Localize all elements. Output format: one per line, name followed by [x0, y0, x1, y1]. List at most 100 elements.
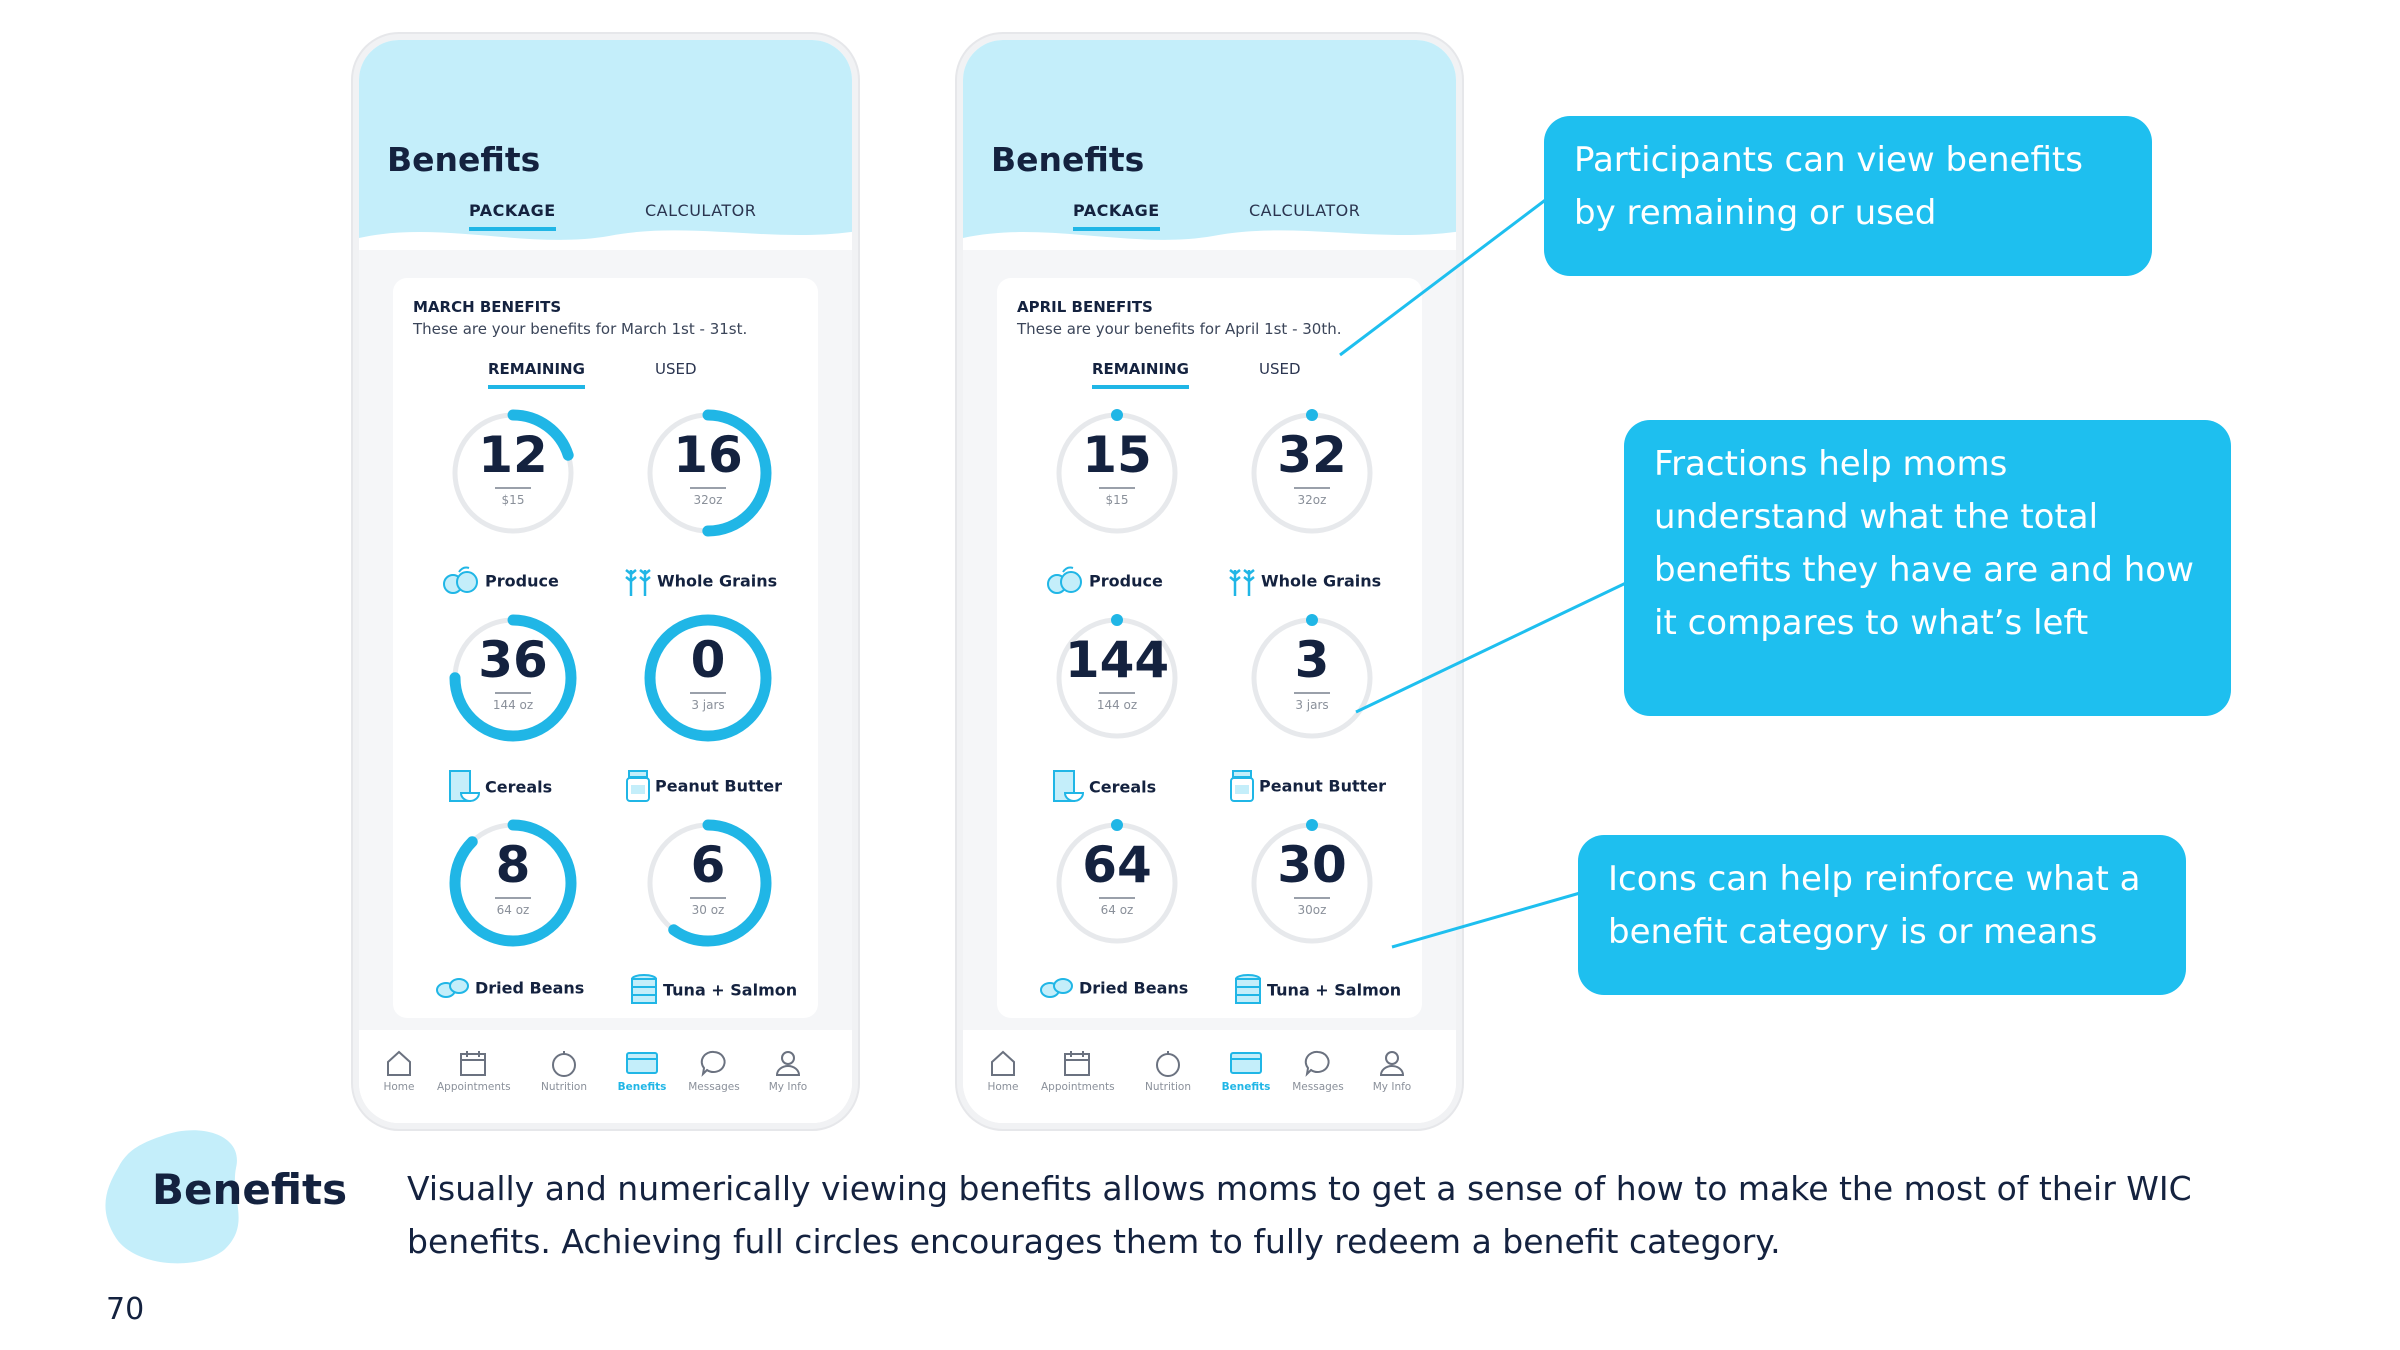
- benefit-category: Whole Grains: [623, 564, 777, 596]
- nav-appointments[interactable]: Appointments: [437, 1048, 511, 1093]
- nav-my-info[interactable]: My Info: [752, 1048, 824, 1093]
- benefit-total-value: $15: [501, 493, 525, 507]
- benefit-ring[interactable]: 15 $15: [1047, 403, 1187, 553]
- nav-label: Home: [987, 1081, 1019, 1093]
- ring-progress: [644, 819, 772, 947]
- tab-used[interactable]: USED: [655, 360, 697, 378]
- tab-package[interactable]: PACKAGE: [1073, 201, 1160, 231]
- benefit-category: Cereals: [1051, 769, 1156, 802]
- ring-progress-dot: [1306, 819, 1318, 831]
- benefit-ring[interactable]: 6 30 oz: [638, 813, 778, 963]
- benefit-remaining-value: 16: [673, 426, 743, 484]
- nav-nutrition[interactable]: Nutrition: [528, 1048, 600, 1093]
- nav-label: Messages: [1292, 1081, 1344, 1093]
- nav-label: Nutrition: [1145, 1081, 1191, 1093]
- benefit-category: Dried Beans: [1039, 973, 1188, 1003]
- benefit-total-value: 32oz: [1297, 493, 1327, 507]
- nav-benefits[interactable]: Benefits: [1210, 1048, 1282, 1093]
- tab-calculator[interactable]: CALCULATOR: [645, 201, 757, 220]
- ring-progress: [644, 614, 772, 742]
- benefit-total-value: 30oz: [1297, 903, 1327, 917]
- callout-icons: Icons can help reinforce what a benefit …: [1578, 835, 2186, 995]
- callout-remaining-used: Participants can view benefits by remain…: [1544, 116, 2152, 276]
- chat-icon: [678, 1048, 750, 1078]
- tab-calculator[interactable]: CALCULATOR: [1249, 201, 1361, 220]
- benefit-ring[interactable]: 16 32oz: [638, 403, 778, 553]
- tuna-salmon-icon: [1233, 974, 1267, 1004]
- tab-used[interactable]: USED: [1259, 360, 1301, 378]
- fraction-line: [1099, 692, 1135, 694]
- benefit-total-value: 32oz: [693, 493, 723, 507]
- benefit-ring[interactable]: 36 144 oz: [443, 608, 583, 758]
- nav-home[interactable]: Home: [967, 1048, 1039, 1093]
- connector-line-2: [1355, 580, 1629, 714]
- benefit-remaining-value: 8: [495, 836, 531, 894]
- benefit-ring[interactable]: 64 64 oz: [1047, 813, 1187, 963]
- calendar-icon: [437, 1048, 509, 1078]
- nav-messages[interactable]: Messages: [1282, 1048, 1354, 1093]
- fraction-line: [495, 487, 531, 489]
- benefit-category-label: Whole Grains: [1261, 571, 1382, 591]
- nutrition-icon: [1132, 1048, 1204, 1078]
- benefit-category-label: Produce: [485, 571, 559, 591]
- nav-label: Benefits: [1221, 1081, 1271, 1093]
- nav-nutrition[interactable]: Nutrition: [1132, 1048, 1204, 1093]
- benefit-ring[interactable]: 0 3 jars: [638, 608, 778, 758]
- tuna-salmon-icon: [629, 974, 663, 1004]
- benefit-ring[interactable]: 32 32oz: [1242, 403, 1382, 553]
- benefit-category: Whole Grains: [1227, 564, 1382, 596]
- user-icon: [1356, 1048, 1428, 1078]
- ring-progress: [449, 614, 577, 742]
- phone-header: Benefits PACKAGE CALCULATOR: [963, 40, 1456, 250]
- benefit-remaining-value: 3: [1294, 631, 1330, 689]
- benefit-category-label: Tuna + Salmon: [663, 980, 798, 1000]
- calendar-icon: [1041, 1048, 1113, 1078]
- nav-appointments[interactable]: Appointments: [1041, 1048, 1115, 1093]
- benefit-category-label: Produce: [1089, 571, 1163, 591]
- fraction-line: [495, 897, 531, 899]
- benefit-ring[interactable]: 12 $15: [443, 403, 583, 553]
- tab-remaining[interactable]: REMAINING: [1092, 360, 1189, 389]
- nav-label: Appointments: [437, 1081, 511, 1093]
- card-icon: [1210, 1048, 1282, 1078]
- nav-benefits[interactable]: Benefits: [606, 1048, 678, 1093]
- benefit-total-value: 3 jars: [691, 698, 725, 712]
- page-number: 70: [106, 1292, 145, 1327]
- tab-remaining[interactable]: REMAINING: [488, 360, 585, 389]
- benefit-remaining-value: 36: [478, 631, 548, 689]
- page-title: Benefits: [387, 140, 541, 179]
- nav-home[interactable]: Home: [363, 1048, 435, 1093]
- card-title: MARCH BENEFITS: [413, 298, 562, 316]
- benefit-ring[interactable]: 3 3 jars: [1242, 608, 1382, 758]
- phone-body: APRIL BENEFITS These are your benefits fo…: [963, 250, 1456, 1030]
- peanut-butter-icon: [1229, 770, 1259, 802]
- ring-progress-dot: [1306, 409, 1318, 421]
- benefit-ring[interactable]: 8 64 oz: [443, 813, 583, 963]
- footer-title: Benefits: [152, 1165, 348, 1214]
- benefit-category: Produce: [441, 564, 559, 594]
- nav-label: Appointments: [1041, 1081, 1115, 1093]
- benefit-category: Tuna + Salmon: [1233, 973, 1401, 1004]
- benefit-ring[interactable]: 30 30oz: [1242, 813, 1382, 963]
- nav-label: Benefits: [617, 1081, 667, 1093]
- phone-body: MARCH BENEFITS These are your benefits fo…: [359, 250, 852, 1030]
- connector-line-3: [1391, 891, 1581, 949]
- fraction-line: [690, 692, 726, 694]
- benefit-remaining-value: 30: [1277, 836, 1347, 894]
- fraction-line: [690, 897, 726, 899]
- nav-label: My Info: [768, 1081, 808, 1093]
- tab-package[interactable]: PACKAGE: [469, 201, 556, 231]
- benefit-remaining-value: 64: [1082, 836, 1152, 894]
- benefit-ring[interactable]: 144 144 oz: [1047, 608, 1187, 758]
- nav-my-info[interactable]: My Info: [1356, 1048, 1428, 1093]
- nav-messages[interactable]: Messages: [678, 1048, 750, 1093]
- card-icon: [606, 1048, 678, 1078]
- benefit-category-label: Cereals: [485, 777, 553, 797]
- user-icon: [752, 1048, 824, 1078]
- benefit-total-value: 30 oz: [691, 903, 725, 917]
- benefit-category-label: Peanut Butter: [1259, 776, 1386, 796]
- whole-grains-icon: [623, 569, 657, 596]
- fraction-line: [1294, 897, 1330, 899]
- nav-label: My Info: [1372, 1081, 1412, 1093]
